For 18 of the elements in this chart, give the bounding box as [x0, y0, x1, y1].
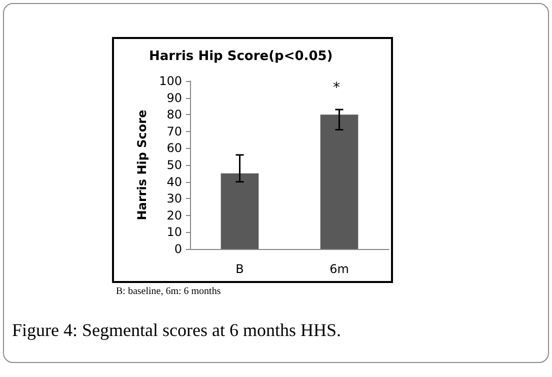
annotation: * [333, 80, 340, 96]
text: B: baseline, 6m: 6 months [116, 286, 221, 297]
y-tick-label: 90 [166, 90, 182, 105]
y-tick-label: 80 [166, 108, 182, 122]
x-tick-label: B [236, 262, 244, 276]
caption: Figure 4: Segmental scores at 6 months HHS. [12, 320, 341, 341]
y-tick-label: 100 [159, 74, 182, 88]
y-tick-label: 50 [166, 158, 182, 172]
y-tick-label: 40 [166, 174, 182, 189]
chart-title: Harris Hip Score(p<0.05) [149, 49, 333, 64]
y-tick-label: 70 [166, 124, 182, 138]
y-tick-label: 60 [166, 141, 182, 156]
y-tick-label: 10 [166, 225, 182, 240]
y-tick-label: 20 [166, 208, 182, 222]
x-tick-label: 6m [330, 262, 349, 276]
y-axis-title: Harris Hip Score [135, 110, 149, 220]
y-tick-label: 0 [174, 242, 182, 256]
y-tick-label: 30 [166, 192, 182, 206]
